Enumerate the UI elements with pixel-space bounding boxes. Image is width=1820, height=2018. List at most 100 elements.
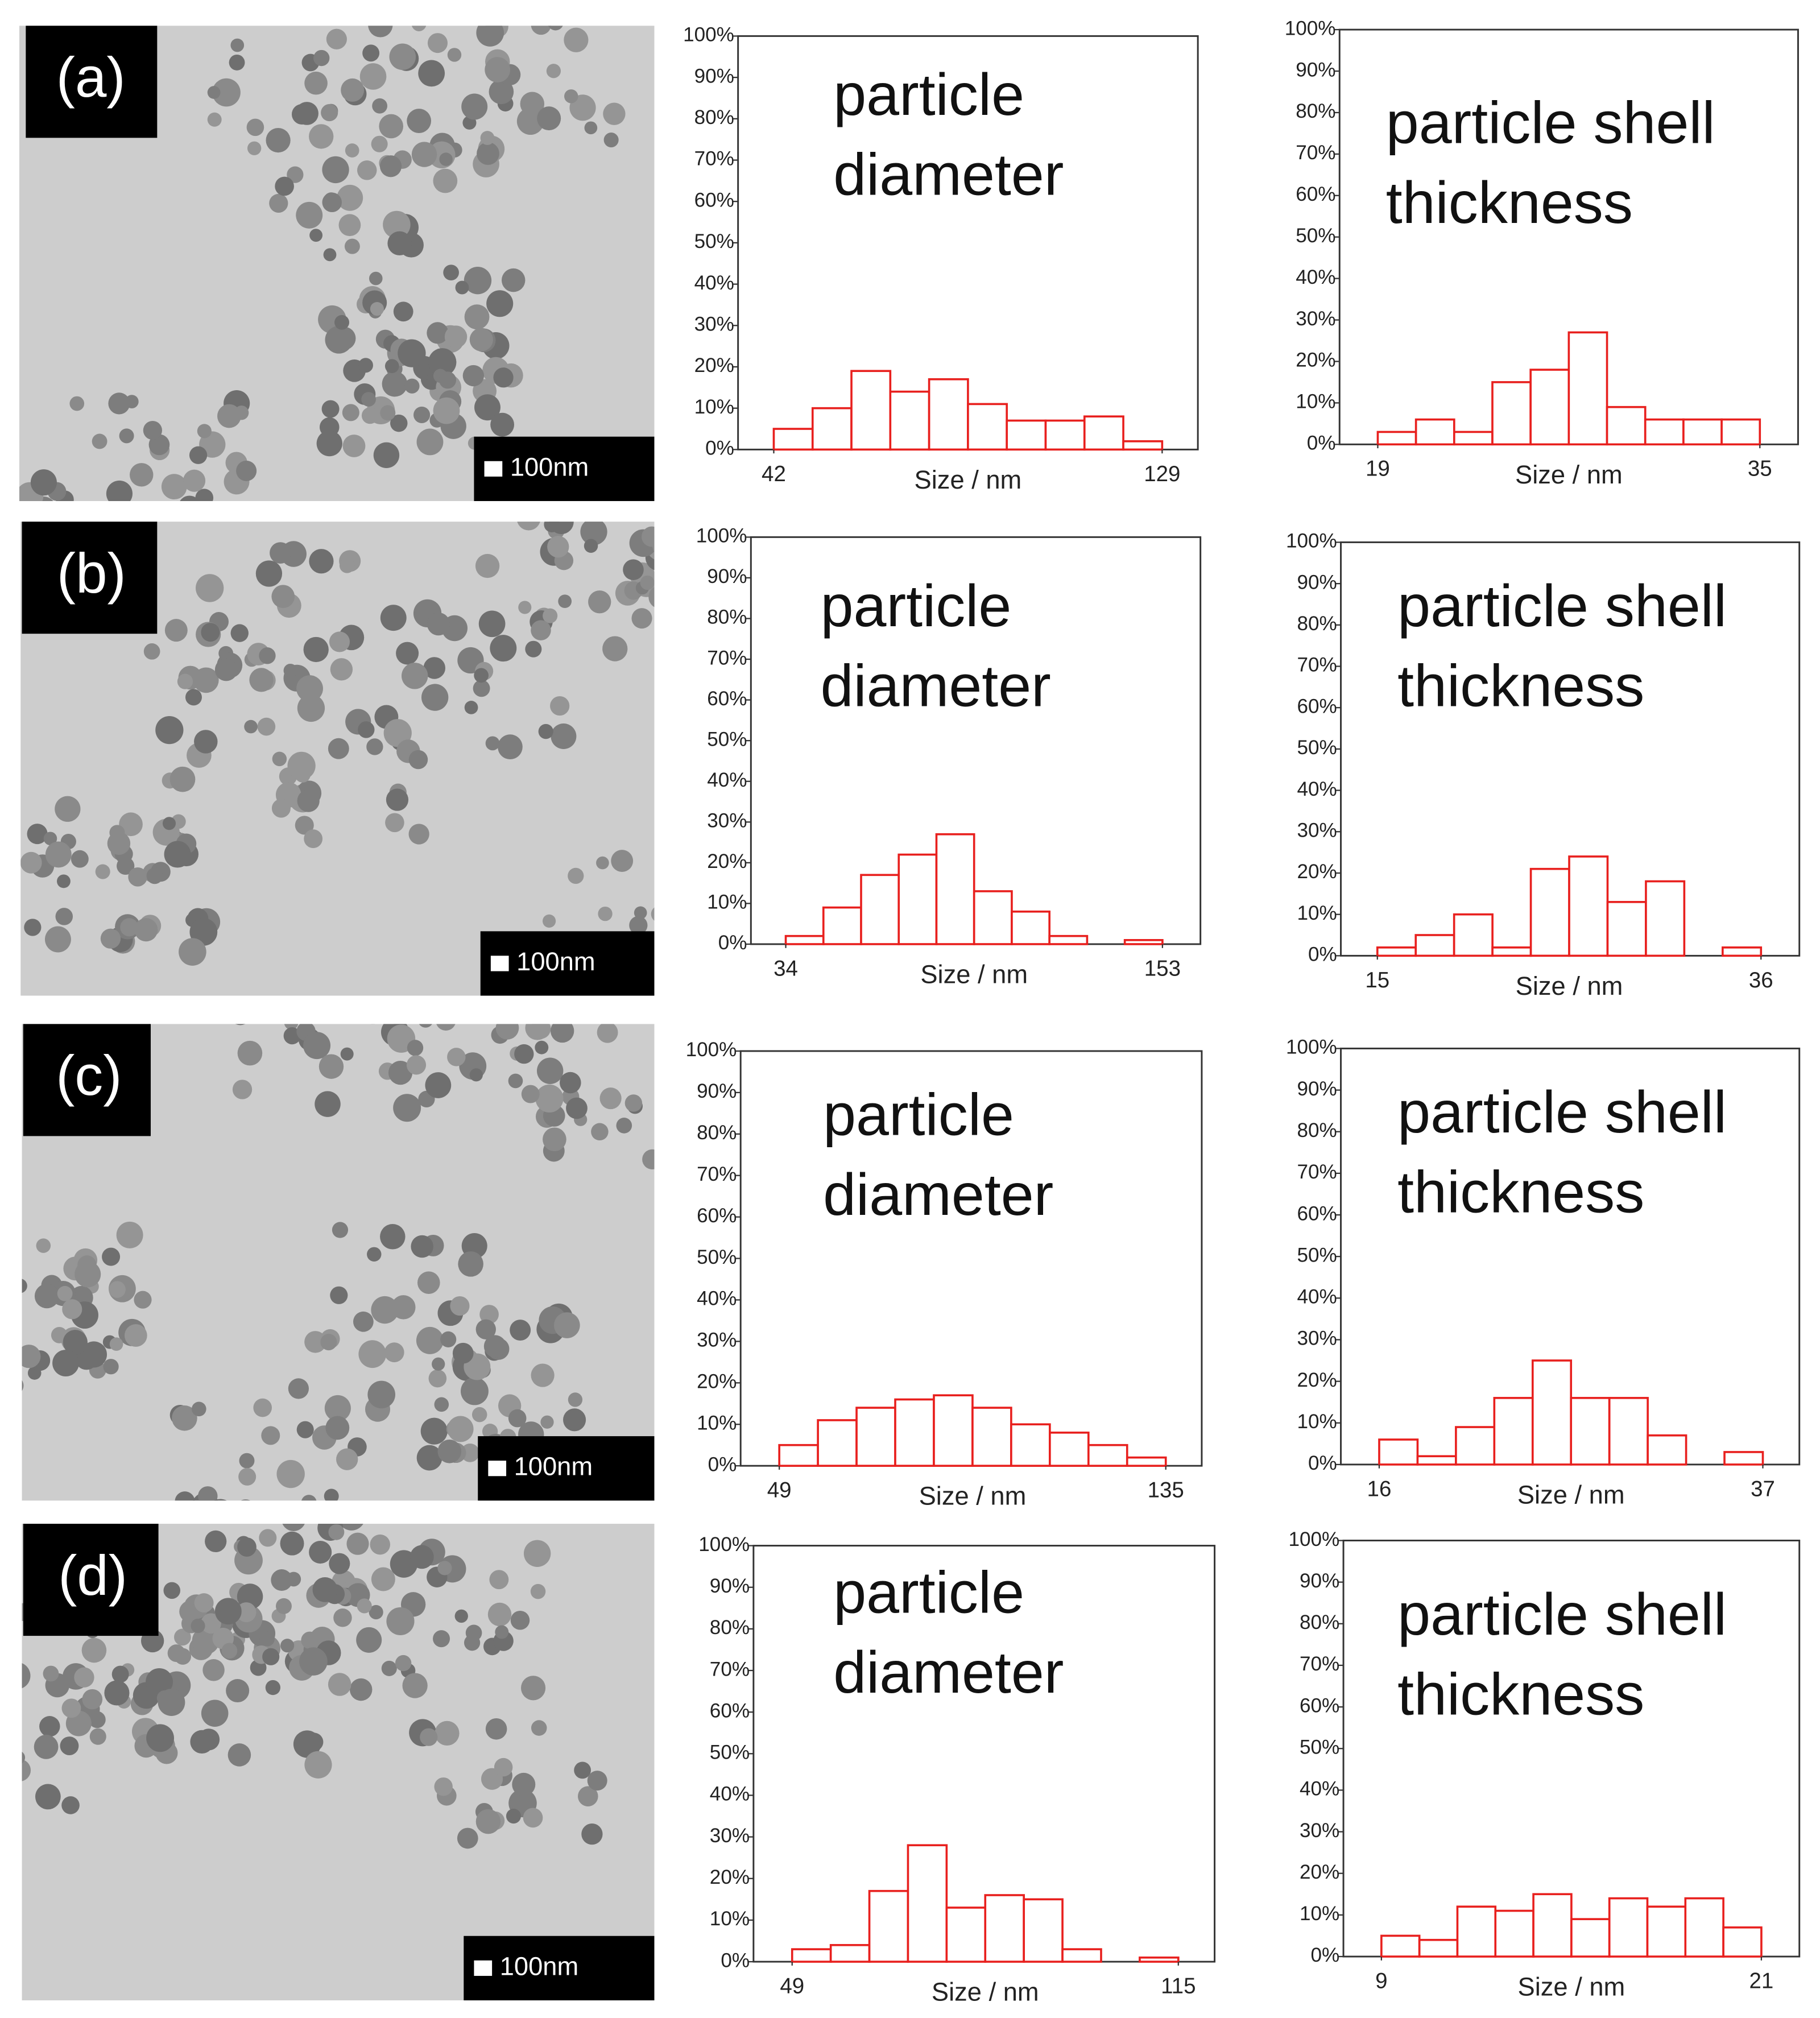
scale-bar — [484, 461, 503, 477]
particle — [383, 210, 411, 239]
y-tick-label: 0% — [705, 437, 734, 460]
particle — [0, 496, 9, 514]
particle — [109, 1337, 123, 1351]
histogram-bar — [1720, 418, 1761, 446]
particle — [280, 1639, 295, 1653]
particle — [464, 266, 492, 295]
particle — [471, 2, 491, 23]
histogram-bar — [1646, 1905, 1687, 1958]
particle — [485, 736, 500, 751]
y-tick-label: 0% — [721, 1949, 750, 1971]
x-axis-label: Size / nm — [1516, 971, 1623, 1000]
particle — [416, 428, 444, 456]
particle — [280, 1531, 304, 1556]
particle — [207, 86, 221, 99]
particle — [108, 392, 130, 415]
particle — [564, 89, 578, 104]
particle — [328, 1673, 351, 1696]
particle — [454, 1609, 468, 1623]
particle — [107, 832, 131, 855]
y-tick-label: 40% — [697, 1288, 737, 1310]
particle — [234, 406, 249, 420]
histogram-bar — [1378, 1438, 1419, 1466]
histogram-bar — [1491, 381, 1532, 446]
y-tick-label: 60% — [1297, 695, 1337, 717]
particle — [312, 1577, 338, 1602]
particle — [313, 49, 330, 67]
particle — [506, 0, 528, 21]
x-axis-label: Size / nm — [1515, 460, 1623, 489]
scale-box — [478, 1436, 655, 1501]
scale-bar — [488, 1461, 507, 1477]
particle — [550, 696, 570, 716]
chart-title: diameter — [833, 1640, 1064, 1706]
scale-label: 100nm — [516, 947, 595, 976]
particle — [283, 1027, 301, 1045]
particle — [542, 914, 556, 928]
particle — [508, 1073, 523, 1089]
particle — [244, 719, 258, 734]
histogram-bar — [850, 370, 892, 451]
histogram-chart: 0% 10% 20% 30% 40% 50% 60% 70% 80% 90% 100% 49 135 Si… — [686, 1039, 1203, 1511]
y-tick-label: 70% — [694, 148, 734, 170]
particle — [320, 1334, 337, 1351]
particle — [489, 1570, 509, 1590]
particle — [22, 1759, 31, 1781]
particle — [584, 539, 598, 553]
particle — [212, 78, 241, 107]
particle — [228, 1743, 251, 1767]
y-tick-label: 90% — [1296, 59, 1335, 81]
histogram-bar — [894, 1398, 935, 1467]
panel-label-box — [26, 26, 158, 138]
histogram-bar — [1122, 440, 1164, 451]
histogram-bar — [868, 1889, 909, 1963]
x-axis-label: Size / nm — [915, 465, 1022, 494]
y-tick-label: 0% — [718, 932, 747, 954]
particle — [447, 1048, 466, 1066]
particle — [194, 730, 218, 754]
particle — [629, 916, 648, 934]
histogram-bar — [1493, 1397, 1534, 1466]
y-tick-label: 50% — [1297, 1244, 1337, 1266]
y-tick-label: 70% — [697, 1163, 737, 1185]
particle — [192, 1401, 206, 1417]
particle — [236, 1602, 257, 1623]
y-tick-label: 80% — [710, 1616, 750, 1639]
particle — [30, 469, 57, 496]
particle — [169, 766, 196, 792]
particle — [398, 339, 426, 367]
particle — [82, 1689, 103, 1710]
histogram-bar — [1684, 1897, 1724, 1958]
particle — [262, 1648, 280, 1665]
particle — [324, 1488, 339, 1501]
y-tick-label: 70% — [1297, 654, 1337, 676]
particle — [584, 121, 598, 135]
y-tick-label: 60% — [710, 1699, 750, 1722]
y-tick-label: 80% — [1297, 1119, 1337, 1142]
y-tick-label: 80% — [694, 106, 734, 129]
particle — [471, 1407, 487, 1422]
particle — [295, 767, 311, 783]
y-tick-label: 30% — [697, 1329, 737, 1351]
micrograph: (c) 100nm — [22, 1024, 655, 1501]
histogram-bar — [1529, 867, 1570, 957]
particle — [162, 817, 176, 830]
particle — [538, 723, 553, 739]
particle — [388, 1060, 413, 1085]
particle — [297, 789, 320, 812]
x-axis-label: Size / nm — [920, 960, 1028, 989]
particle — [390, 414, 408, 432]
x-tick-label: 115 — [1161, 1974, 1196, 1999]
particle — [469, 1068, 483, 1082]
particle — [194, 1593, 214, 1613]
particle — [402, 1673, 428, 1698]
particle — [36, 1238, 51, 1253]
particle — [373, 442, 400, 469]
particle — [52, 1350, 80, 1377]
histogram-bar — [772, 428, 814, 451]
y-tick-label: 50% — [1297, 737, 1337, 759]
particle — [371, 1296, 399, 1324]
histogram-bar — [1570, 1918, 1611, 1958]
particle — [602, 636, 628, 661]
